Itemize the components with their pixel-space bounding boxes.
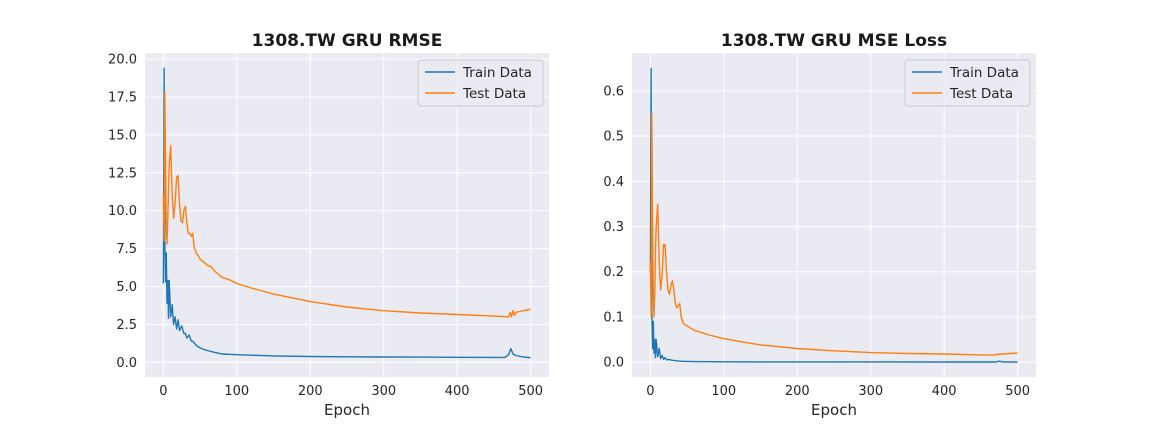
y-tick-label: 0.0 — [603, 356, 624, 371]
x-tick-label: 500 — [1005, 384, 1030, 399]
mse-loss-chart: 1308.TW GRU MSE Loss Epoch Train Data Te… — [603, 31, 1036, 419]
series-line-train — [649, 67, 1018, 363]
x-tick-label: 500 — [518, 384, 543, 399]
x-tick-label: 0 — [646, 384, 654, 399]
x-axis-label: Epoch — [811, 401, 857, 419]
y-tick-label: 0.2 — [603, 265, 624, 280]
y-tick-label: 7.5 — [116, 242, 137, 257]
y-tick-label: 17.5 — [108, 90, 137, 105]
x-tick-label: 200 — [785, 384, 810, 399]
legend-label-train: Train Data — [949, 65, 1019, 81]
x-tick-label: 100 — [711, 384, 736, 399]
legend: Train Data Test Data — [904, 59, 1031, 107]
y-tick-label: 5.0 — [116, 280, 137, 295]
x-tick-label: 300 — [858, 384, 883, 399]
plot-area — [145, 53, 549, 377]
x-tick-label: 0 — [159, 384, 167, 399]
y-tick-label: 0.6 — [603, 84, 624, 99]
y-tick-label: 12.5 — [108, 166, 137, 181]
y-tick-label: 0.1 — [603, 310, 624, 325]
y-tick-label: 15.0 — [108, 128, 137, 143]
rmse-chart: 1308.TW GRU RMSE Epoch Train Data Test D… — [108, 31, 549, 419]
legend-label-train: Train Data — [462, 65, 532, 81]
y-tick-label: 0.0 — [116, 356, 137, 371]
legend-label-test: Test Data — [462, 86, 526, 102]
chart-title: 1308.TW GRU MSE Loss — [721, 31, 947, 51]
y-tick-label: 2.5 — [116, 318, 137, 333]
series-line-train — [162, 67, 531, 359]
x-tick-label: 300 — [371, 384, 396, 399]
x-axis-label: Epoch — [324, 401, 370, 419]
y-tick-label: 0.4 — [603, 175, 624, 190]
series-line-test — [649, 112, 1018, 356]
y-tick-label: 20.0 — [108, 53, 137, 68]
x-tick-label: 400 — [445, 384, 470, 399]
y-tick-label: 10.0 — [108, 204, 137, 219]
x-tick-label: 200 — [298, 384, 323, 399]
series-line-test — [162, 91, 531, 318]
x-tick-label: 100 — [224, 384, 249, 399]
plot-area — [632, 53, 1036, 377]
x-tick-label: 400 — [932, 384, 957, 399]
chart-title: 1308.TW GRU RMSE — [252, 31, 443, 51]
legend: Train Data Test Data — [417, 59, 544, 107]
y-tick-label: 0.5 — [603, 130, 624, 145]
y-tick-label: 0.3 — [603, 220, 624, 235]
legend-label-test: Test Data — [949, 86, 1013, 102]
